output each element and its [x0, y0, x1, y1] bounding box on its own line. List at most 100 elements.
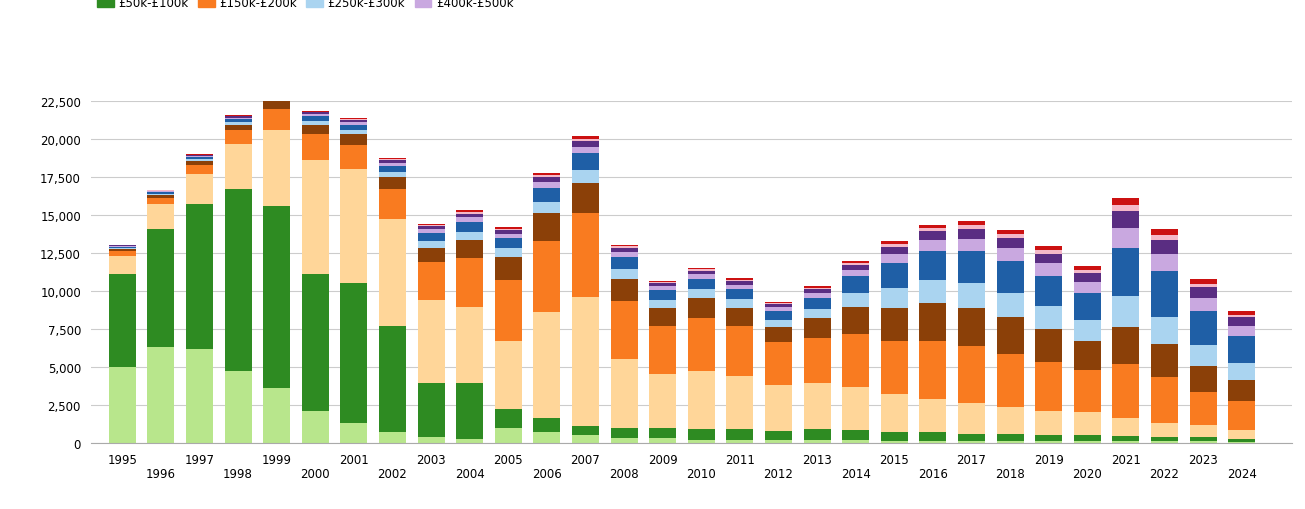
- Text: 2004: 2004: [455, 467, 484, 480]
- Bar: [301, 117, 329, 122]
- Bar: [881, 244, 908, 247]
- Text: 2013: 2013: [803, 454, 833, 466]
- Bar: [1035, 276, 1062, 306]
- Bar: [572, 435, 599, 443]
- Text: 2001: 2001: [339, 454, 369, 466]
- Bar: [147, 199, 175, 205]
- Bar: [842, 307, 869, 334]
- Text: 2006: 2006: [532, 467, 561, 480]
- Bar: [842, 387, 869, 430]
- Bar: [842, 294, 869, 307]
- Bar: [688, 279, 715, 290]
- Bar: [1074, 441, 1101, 443]
- Bar: [804, 319, 830, 338]
- Bar: [1035, 441, 1062, 443]
- Bar: [688, 319, 715, 372]
- Bar: [108, 246, 136, 247]
- Bar: [418, 300, 445, 384]
- Bar: [341, 135, 368, 146]
- Text: 2011: 2011: [726, 454, 754, 466]
- Bar: [997, 249, 1023, 262]
- Bar: [765, 431, 792, 441]
- Bar: [920, 229, 946, 232]
- Text: 2019: 2019: [1034, 454, 1064, 466]
- Bar: [264, 90, 290, 91]
- Text: 2009: 2009: [647, 454, 677, 466]
- Bar: [341, 131, 368, 135]
- Bar: [495, 231, 522, 235]
- Bar: [958, 308, 985, 346]
- Bar: [457, 259, 483, 307]
- Bar: [1112, 441, 1139, 443]
- Bar: [1228, 430, 1255, 439]
- Bar: [378, 163, 406, 166]
- Bar: [185, 158, 213, 160]
- Text: 2014: 2014: [840, 467, 870, 480]
- Bar: [264, 388, 290, 443]
- Bar: [1228, 363, 1255, 380]
- Bar: [572, 142, 599, 147]
- Bar: [881, 394, 908, 432]
- Bar: [224, 119, 252, 120]
- Bar: [920, 432, 946, 441]
- Bar: [804, 309, 830, 319]
- Bar: [1035, 246, 1062, 250]
- Bar: [1228, 318, 1255, 326]
- Bar: [611, 279, 638, 302]
- Bar: [1151, 255, 1178, 272]
- Bar: [185, 156, 213, 157]
- Bar: [378, 166, 406, 172]
- Bar: [264, 91, 290, 93]
- Bar: [495, 341, 522, 409]
- Bar: [457, 212, 483, 214]
- Bar: [264, 102, 290, 109]
- Bar: [688, 429, 715, 440]
- Bar: [572, 171, 599, 184]
- Bar: [804, 440, 830, 443]
- Bar: [1228, 380, 1255, 401]
- Bar: [147, 192, 175, 193]
- Bar: [997, 239, 1023, 249]
- Bar: [1035, 254, 1062, 264]
- Text: 2020: 2020: [1073, 467, 1103, 480]
- Bar: [920, 441, 946, 443]
- Bar: [997, 294, 1023, 318]
- Bar: [378, 326, 406, 432]
- Bar: [1112, 206, 1139, 212]
- Bar: [534, 174, 560, 176]
- Bar: [727, 289, 753, 300]
- Bar: [1112, 327, 1139, 365]
- Bar: [264, 98, 290, 102]
- Bar: [495, 228, 522, 229]
- Bar: [224, 125, 252, 131]
- Bar: [765, 385, 792, 431]
- Bar: [572, 154, 599, 171]
- Bar: [1112, 229, 1139, 248]
- Bar: [1228, 401, 1255, 430]
- Bar: [418, 234, 445, 242]
- Bar: [649, 428, 676, 438]
- Bar: [1151, 230, 1178, 235]
- Bar: [1074, 267, 1101, 270]
- Bar: [457, 232, 483, 240]
- Bar: [147, 191, 175, 192]
- Text: 2005: 2005: [493, 454, 523, 466]
- Bar: [572, 139, 599, 142]
- Bar: [147, 194, 175, 196]
- Bar: [1074, 282, 1101, 294]
- Bar: [185, 162, 213, 165]
- Bar: [378, 220, 406, 326]
- Bar: [920, 280, 946, 303]
- Text: 2015: 2015: [880, 454, 910, 466]
- Bar: [495, 249, 522, 258]
- Bar: [881, 254, 908, 264]
- Bar: [185, 205, 213, 349]
- Bar: [881, 441, 908, 443]
- Text: 2023: 2023: [1189, 454, 1218, 466]
- Bar: [301, 274, 329, 411]
- Bar: [727, 308, 753, 326]
- Bar: [534, 203, 560, 214]
- Bar: [534, 214, 560, 241]
- Bar: [958, 284, 985, 308]
- Bar: [881, 432, 908, 441]
